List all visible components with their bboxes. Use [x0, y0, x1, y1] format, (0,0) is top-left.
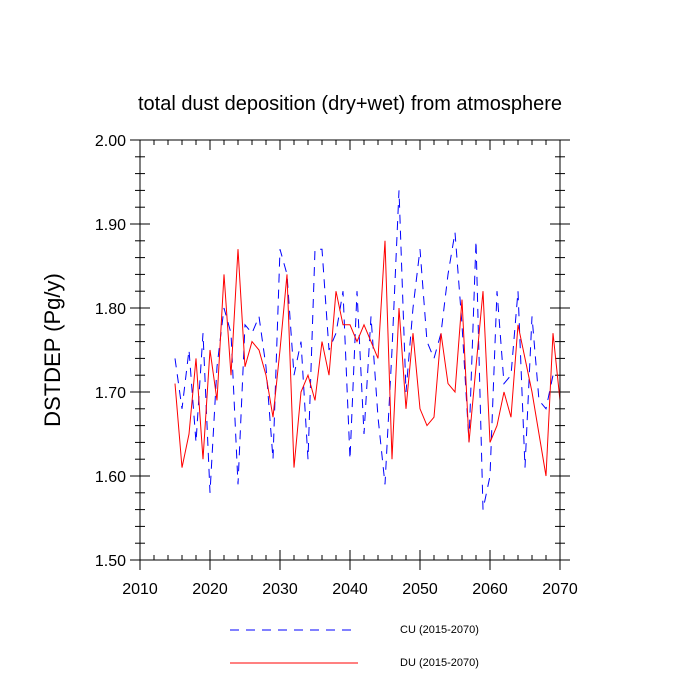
- x-tick-label: 2010: [122, 581, 158, 598]
- legend-swatch-du: [230, 662, 358, 664]
- y-tick-label: 1.90: [95, 217, 126, 234]
- x-tick-label: 2070: [542, 581, 578, 598]
- y-axis-label: DSTDEP (Pg/y): [40, 273, 65, 427]
- x-tick-label: 2050: [402, 581, 438, 598]
- y-tick-label: 2.00: [95, 133, 126, 150]
- y-tick-label: 1.60: [95, 469, 126, 486]
- chart-title: total dust deposition (dry+wet) from atm…: [138, 93, 562, 115]
- plot-frame: [139, 139, 561, 561]
- legend-swatch-cu: [230, 629, 358, 631]
- y-tick-labels: 1.50 1.60 1.70 1.80 1.90 2.00: [95, 133, 126, 570]
- series-layer: [174, 190, 561, 510]
- legend-item-du: DU (2015-2070): [230, 655, 479, 671]
- x-tick-label: 2030: [262, 581, 298, 598]
- x-tick-label: 2020: [192, 581, 228, 598]
- x-tick-label: 2060: [472, 581, 508, 598]
- x-tick-label: 2040: [332, 581, 368, 598]
- y-tick-label: 1.70: [95, 385, 126, 402]
- legend-label-cu: CU (2015-2070): [400, 624, 479, 636]
- series-line-du: [174, 240, 561, 477]
- y-tick-label: 1.50: [95, 553, 126, 570]
- y-tick-label: 1.80: [95, 301, 126, 318]
- series-line-cu: [174, 190, 560, 510]
- legend-item-cu: CU (2015-2070): [230, 622, 479, 638]
- legend-label-du: DU (2015-2070): [400, 657, 479, 669]
- x-tick-labels: 2010 2020 2030 2040 2050 2060 2070: [122, 581, 578, 598]
- axis-ticks: [130, 139, 570, 570]
